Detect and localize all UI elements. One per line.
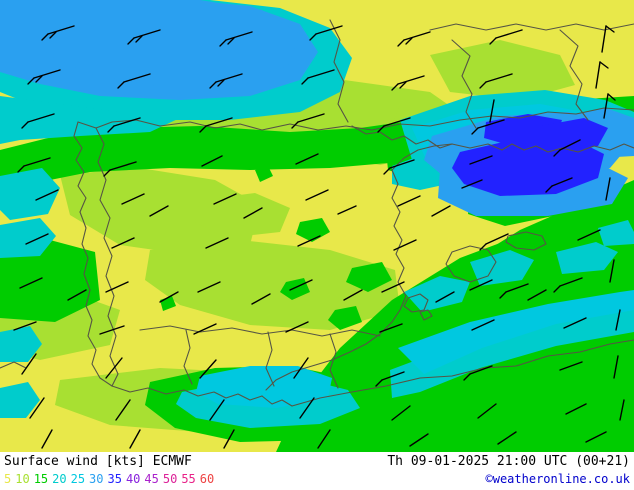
scale-tick-10: 10 [15, 472, 30, 486]
scale-tick-45: 45 [144, 472, 159, 486]
scale-tick-15: 15 [33, 472, 49, 486]
scale-tick-50: 50 [162, 472, 178, 486]
scale-tick-35: 35 [107, 472, 122, 486]
scale-tick-40: 40 [125, 472, 141, 486]
coastlines-and-borders [0, 19, 634, 407]
scale-tick-25: 25 [70, 472, 86, 486]
map-panel[interactable] [0, 0, 634, 452]
scale-tick-30: 30 [89, 472, 104, 486]
wind-barbs [13, 25, 625, 449]
scale-tick-60: 60 [199, 472, 215, 486]
scale-tick-55: 55 [181, 472, 196, 486]
scale-tick-20: 20 [52, 472, 67, 486]
valid-time: Th 09-01-2025 21:00 UTC (00+21) [387, 454, 630, 469]
map-title: Surface wind [kts] ECMWF [4, 454, 192, 469]
footer-bar: Surface wind [kts] ECMWF Th 09-01-2025 2… [0, 452, 634, 490]
scale-tick-5: 5 [4, 472, 12, 486]
surface-wind-map[interactable] [0, 0, 634, 452]
field-35kt [452, 114, 608, 196]
wind-speed-color-scale: 5 10 15 20 25 30 35 40 45 50 55 60 [4, 472, 218, 486]
copyright-credit: ©weatheronline.co.uk [485, 472, 631, 486]
